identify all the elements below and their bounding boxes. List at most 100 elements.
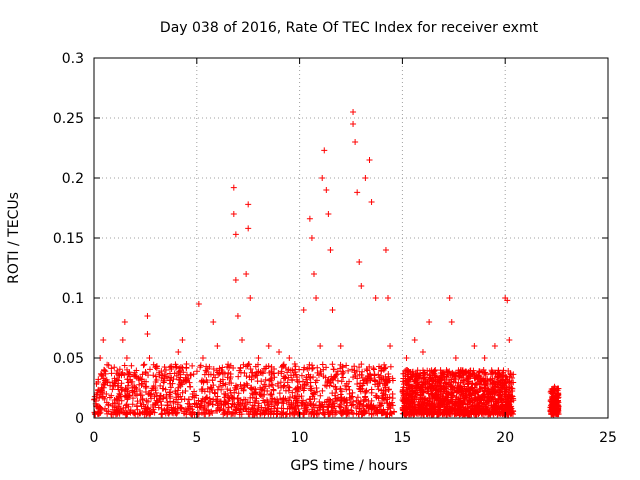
data-point bbox=[378, 365, 385, 372]
y-tick-label: 0.15 bbox=[53, 231, 84, 247]
data-point bbox=[437, 402, 444, 409]
data-point bbox=[452, 411, 459, 418]
data-point bbox=[218, 367, 225, 373]
data-point bbox=[411, 337, 418, 343]
data-point bbox=[168, 374, 175, 381]
data-point bbox=[288, 401, 295, 408]
data-point bbox=[237, 381, 244, 388]
data-point bbox=[428, 383, 435, 390]
data-point bbox=[280, 383, 287, 390]
data-point bbox=[214, 369, 221, 376]
data-point bbox=[210, 371, 217, 378]
data-point bbox=[247, 365, 254, 372]
data-point bbox=[498, 406, 505, 413]
data-point bbox=[371, 372, 378, 379]
data-point bbox=[494, 371, 501, 378]
data-point bbox=[421, 396, 428, 403]
y-tick-label: 0.25 bbox=[53, 111, 84, 127]
data-point bbox=[218, 402, 225, 409]
data-point bbox=[424, 388, 431, 395]
data-point bbox=[262, 376, 269, 383]
data-point bbox=[481, 355, 488, 361]
data-point bbox=[293, 402, 300, 409]
data-point bbox=[325, 376, 332, 383]
data-point bbox=[452, 372, 459, 379]
data-point bbox=[142, 368, 149, 375]
data-point bbox=[345, 367, 352, 374]
data-point bbox=[167, 398, 174, 405]
data-point bbox=[204, 379, 211, 386]
data-point bbox=[459, 392, 466, 399]
data-point bbox=[270, 370, 277, 377]
data-point bbox=[491, 343, 498, 349]
data-point bbox=[400, 378, 407, 385]
data-point bbox=[248, 406, 255, 413]
data-point bbox=[265, 343, 272, 349]
data-point bbox=[177, 363, 184, 370]
data-point bbox=[351, 363, 358, 370]
data-point bbox=[245, 201, 252, 208]
data-point bbox=[493, 389, 500, 396]
data-point bbox=[234, 313, 241, 319]
data-point bbox=[129, 395, 136, 402]
data-point bbox=[311, 395, 318, 402]
data-point bbox=[199, 355, 206, 361]
data-point bbox=[207, 384, 214, 391]
data-point bbox=[226, 395, 233, 402]
data-point bbox=[111, 364, 118, 371]
data-point bbox=[387, 343, 394, 349]
data-point bbox=[432, 367, 439, 373]
data-point bbox=[490, 411, 497, 418]
data-point bbox=[305, 371, 312, 378]
data-point bbox=[385, 373, 392, 380]
data-point bbox=[221, 409, 228, 416]
data-point bbox=[254, 361, 261, 368]
data-point bbox=[243, 408, 250, 415]
data-point bbox=[382, 247, 389, 253]
data-point bbox=[164, 399, 171, 406]
data-point bbox=[338, 371, 345, 378]
data-point bbox=[287, 394, 294, 401]
data-point bbox=[486, 409, 493, 416]
data-point bbox=[310, 374, 317, 381]
data-point bbox=[370, 410, 377, 417]
data-point bbox=[137, 375, 144, 382]
data-point bbox=[121, 372, 128, 379]
data-point bbox=[154, 399, 161, 406]
data-point bbox=[280, 375, 287, 382]
data-point bbox=[286, 384, 293, 391]
data-point bbox=[480, 377, 487, 384]
data-point bbox=[429, 411, 436, 418]
data-point bbox=[330, 400, 337, 407]
data-point bbox=[127, 376, 134, 383]
data-point bbox=[349, 393, 356, 400]
x-tick-label: 15 bbox=[393, 430, 411, 446]
data-point bbox=[464, 405, 471, 412]
data-point bbox=[109, 386, 116, 393]
data-point bbox=[157, 392, 164, 399]
data-point bbox=[201, 399, 208, 406]
y-tick-label: 0 bbox=[75, 411, 84, 427]
data-point bbox=[146, 390, 153, 397]
data-point bbox=[362, 376, 369, 383]
data-point bbox=[361, 408, 368, 415]
data-point bbox=[316, 402, 323, 409]
data-point bbox=[348, 394, 355, 401]
data-point bbox=[273, 411, 280, 418]
data-point bbox=[191, 388, 198, 395]
data-point bbox=[255, 402, 262, 409]
data-point bbox=[549, 403, 556, 410]
data-point bbox=[105, 362, 112, 369]
data-point bbox=[346, 386, 353, 393]
data-point bbox=[247, 295, 254, 301]
x-tick-label: 20 bbox=[496, 430, 514, 446]
data-point bbox=[308, 235, 315, 241]
data-point bbox=[160, 379, 167, 386]
data-point bbox=[476, 403, 483, 410]
data-point bbox=[197, 364, 204, 371]
data-point bbox=[503, 391, 510, 398]
data-point bbox=[508, 385, 515, 392]
data-point bbox=[399, 404, 406, 411]
data-point bbox=[452, 355, 459, 361]
data-point bbox=[145, 398, 152, 405]
